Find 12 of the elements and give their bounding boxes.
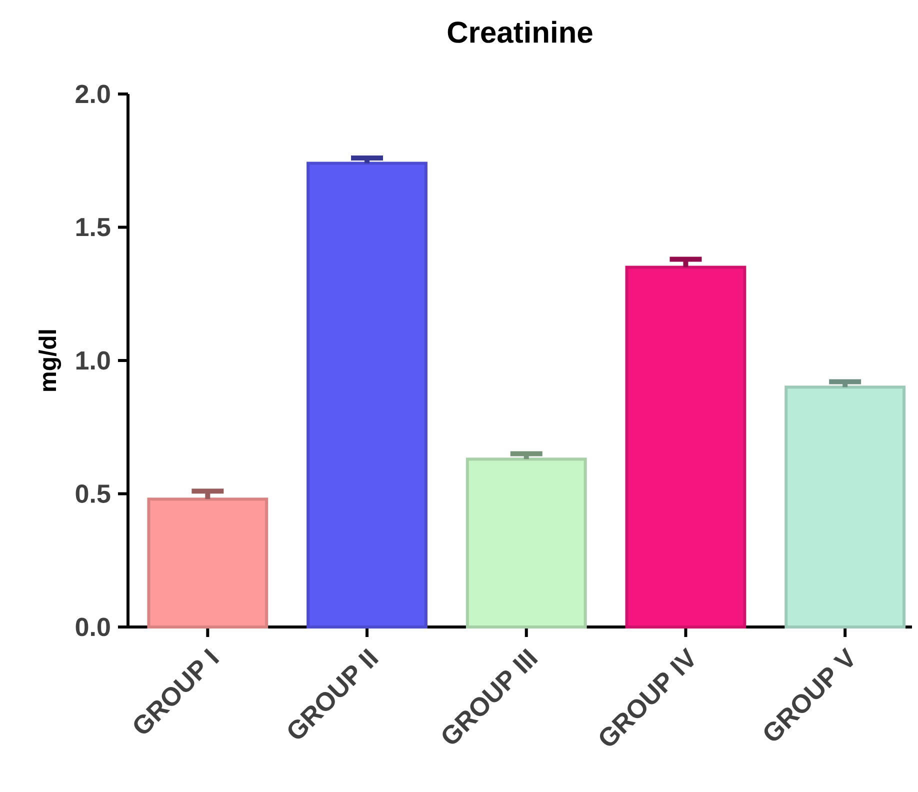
bar	[466, 458, 587, 628]
y-tick-label: 1.5	[76, 218, 110, 236]
y-tick-label: 2.0	[76, 84, 110, 104]
y-tick-label: 0.5	[76, 484, 110, 503]
y-tick-label: 0.0	[76, 618, 110, 636]
y-tick-label: 1.0	[76, 351, 110, 370]
chart-title: Creatinine	[448, 20, 592, 43]
bar	[147, 498, 268, 628]
bar	[784, 386, 906, 628]
bar	[306, 162, 428, 628]
bar	[625, 266, 746, 628]
y-axis-title: mg/dl	[38, 330, 62, 391]
